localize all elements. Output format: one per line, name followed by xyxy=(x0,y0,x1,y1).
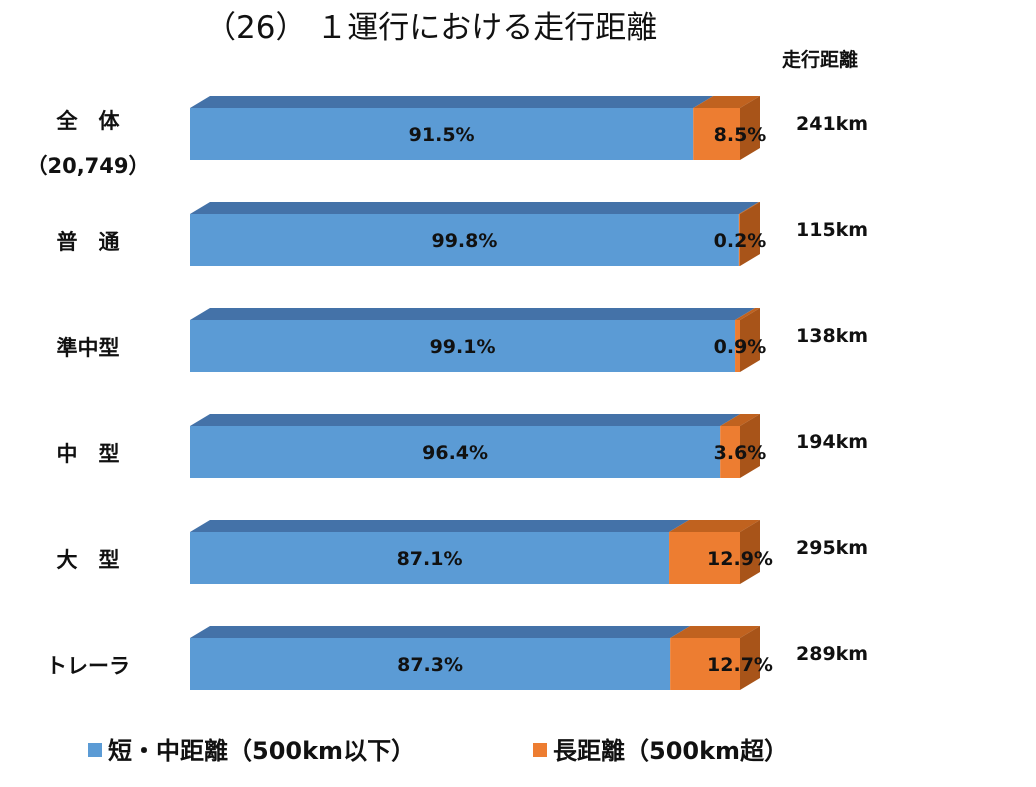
bar-side xyxy=(740,520,760,584)
bar-long xyxy=(693,108,740,160)
category-label: 普 通 xyxy=(57,230,120,254)
bar-long-top xyxy=(693,96,760,108)
bar-short xyxy=(190,214,739,266)
distance-value: 138km xyxy=(796,325,868,347)
category-label: トレーラ xyxy=(46,654,130,678)
distance-value: 194km xyxy=(796,431,868,453)
legend-label-short: 短・中距離（500km以下） xyxy=(108,737,415,765)
bar-short-top xyxy=(190,96,714,108)
category-label: 中 型 xyxy=(57,442,120,466)
bar-long xyxy=(735,320,740,372)
bar-short xyxy=(190,532,670,584)
distance-value: 241km xyxy=(796,113,868,135)
legend: 短・中距離（500km以下） 長距離（500km超） xyxy=(88,737,788,765)
bar-long-top xyxy=(669,520,760,532)
distance-value: 289km xyxy=(796,643,868,665)
legend-swatch-short xyxy=(88,743,102,757)
bar-short-top xyxy=(190,308,756,320)
distance-column-header: 走行距離 xyxy=(782,48,858,71)
bar-long xyxy=(669,532,740,584)
data-label-short: 96.4% xyxy=(422,442,488,464)
bars-group: 91.5% 8.5% 全 体 （20,749） 241km 99.8% 0.2% 普 通 115… xyxy=(26,96,868,690)
bar-short xyxy=(190,108,694,160)
data-label-long: 3.6% xyxy=(714,442,767,464)
data-label-long: 12.9% xyxy=(707,548,773,570)
bar-row: 99.8% 0.2% 普 通 115km xyxy=(57,202,868,266)
bar-row: 99.1% 0.9% 準中型 138km xyxy=(57,308,868,372)
bar-long xyxy=(738,214,740,266)
bar-short-top xyxy=(190,414,741,426)
data-label-long: 0.9% xyxy=(714,336,767,358)
bar-row: 87.1% 12.9% 大 型 295km xyxy=(57,520,868,584)
data-label-short: 99.8% xyxy=(431,230,497,252)
category-label: 全 体 xyxy=(56,109,121,133)
data-label-long: 0.2% xyxy=(714,230,767,252)
bar-side xyxy=(740,96,760,160)
data-label-short: 87.3% xyxy=(397,654,463,676)
bar-row: 87.3% 12.7% トレーラ 289km xyxy=(46,626,868,690)
bar-row: 91.5% 8.5% 全 体 （20,749） 241km xyxy=(26,96,868,178)
data-label-short: 99.1% xyxy=(430,336,496,358)
data-label-long: 8.5% xyxy=(714,124,767,146)
data-label-short: 91.5% xyxy=(409,124,475,146)
bar-long-top xyxy=(720,414,760,426)
bar-short-top xyxy=(190,626,691,638)
bar-side xyxy=(740,202,760,266)
category-sublabel: （20,749） xyxy=(26,154,149,178)
bar-long-top xyxy=(670,626,760,638)
bar-short xyxy=(190,638,671,690)
bar-short-top xyxy=(190,202,759,214)
bar-long xyxy=(720,426,740,478)
bar-long-top xyxy=(738,202,760,214)
bar-short xyxy=(190,320,736,372)
data-label-short: 87.1% xyxy=(397,548,463,570)
bar-side xyxy=(740,626,760,690)
bar-row: 96.4% 3.6% 中 型 194km xyxy=(57,414,868,478)
bar-long xyxy=(670,638,740,690)
category-label: 大 型 xyxy=(57,548,120,572)
bar-side xyxy=(740,308,760,372)
distance-value: 295km xyxy=(796,537,868,559)
bar-long-top xyxy=(735,308,760,320)
bar-short xyxy=(190,426,721,478)
distance-value: 115km xyxy=(796,219,868,241)
chart-title: （26） １運行における走行距離 xyxy=(205,10,657,46)
bar-short-top xyxy=(190,520,690,532)
legend-swatch-long xyxy=(533,743,547,757)
bar-side xyxy=(740,414,760,478)
category-label: 準中型 xyxy=(57,336,120,360)
legend-label-long: 長距離（500km超） xyxy=(553,737,788,765)
data-label-long: 12.7% xyxy=(707,654,773,676)
